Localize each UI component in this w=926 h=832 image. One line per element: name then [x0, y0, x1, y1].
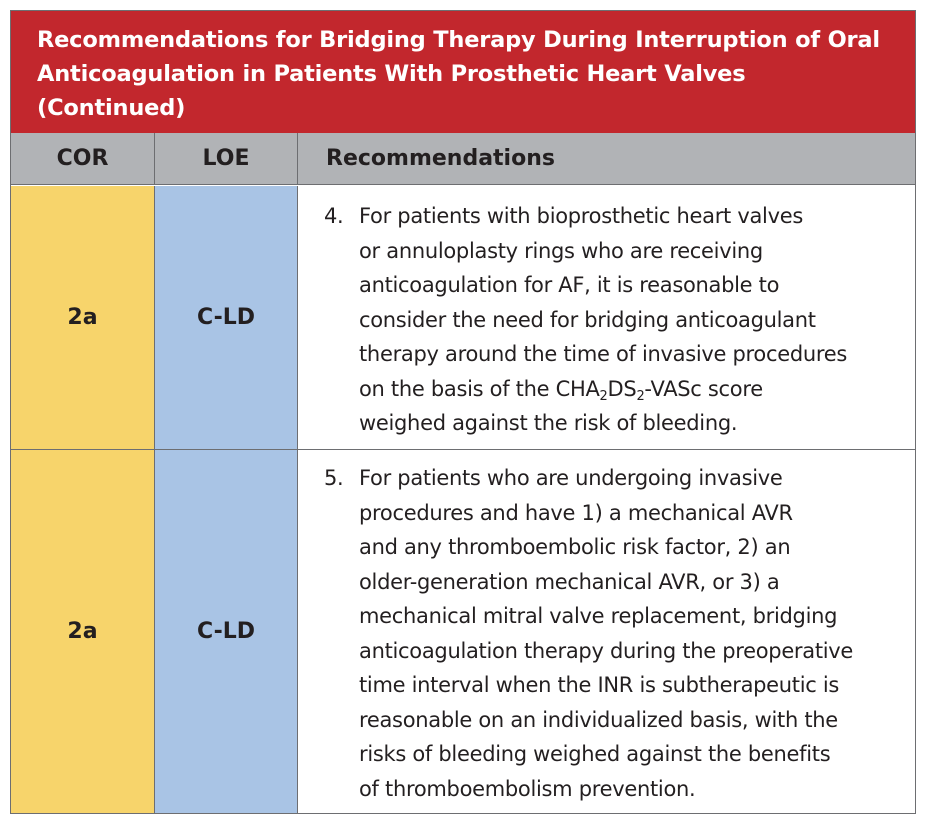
row-1-number: 4.: [324, 204, 344, 228]
row-2-number: 5.: [324, 466, 344, 490]
title-line-3: (Continued): [37, 95, 186, 121]
row-2-line-3: and any thromboembolic risk factor, 2) a…: [359, 535, 791, 559]
table-title: Recommendations for Bridging Therapy Dur…: [11, 11, 915, 133]
row-1-line-6-sub-2: 2: [636, 388, 645, 404]
title-line-2: Anticoagulation in Patients With Prosthe…: [37, 61, 746, 87]
row-1-line-6-c: -VASc score: [644, 376, 763, 401]
column-header-cor: COR: [11, 133, 155, 185]
row-2-line-7: time interval when the INR is subtherape…: [359, 673, 840, 697]
row-2-line-1: For patients who are undergoing invasive: [359, 466, 783, 490]
row-1-loe: C-LD: [155, 186, 298, 449]
row-2-line-6: anticoagulation therapy during the preop…: [359, 638, 854, 663]
row-1-line-4: consider the need for bridging anticoagu…: [359, 307, 816, 332]
title-line-1: Recommendations for Bridging Therapy Dur…: [37, 27, 880, 53]
row-2-line-5: mechanical mitral valve replacement, bri…: [359, 604, 838, 628]
row-1-line-1: For patients with bioprosthetic heart va…: [359, 204, 803, 228]
row-2-cor: 2a: [11, 450, 155, 813]
row-1-line-6-b: DS: [607, 376, 637, 401]
row-1-line-6: on the basis of the CHA2DS2-VASc score: [324, 372, 907, 407]
row-1-line-3: anticoagulation for AF, it is reasonable…: [359, 273, 780, 297]
column-header-loe: LOE: [155, 133, 298, 185]
row-1-cor: 2a: [11, 186, 155, 449]
row-1-line-2: or annuloplasty rings who are receiving: [359, 238, 763, 263]
column-header-recommendations: Recommendations: [298, 133, 915, 185]
row-2-loe: C-LD: [155, 450, 298, 813]
row-2-line-9: risks of bleeding weighed against the be…: [359, 742, 831, 766]
recommendations-table: Recommendations for Bridging Therapy Dur…: [10, 10, 916, 814]
row-1-line-6-a: on the basis of the CHA: [359, 376, 600, 401]
row-divider: [11, 449, 915, 450]
row-1-line-5: therapy around the time of invasive proc…: [359, 342, 848, 366]
row-1-recommendation: 4. For patients with bioprosthetic heart…: [298, 199, 915, 441]
row-2-line-2: procedures and have 1) a mechanical AVR: [359, 500, 793, 525]
row-2-line-4: older-generation mechanical AVR, or 3) a: [359, 569, 780, 594]
row-2-recommendation: 5. For patients who are undergoing invas…: [298, 461, 915, 806]
row-1-line-7: weighed against the risk of bleeding.: [359, 411, 738, 435]
row-1-line-6-sub-1: 2: [599, 388, 608, 404]
row-2-line-8: reasonable on an individualized basis, w…: [359, 707, 838, 732]
row-2-line-10: of thromboembolism prevention.: [359, 776, 696, 801]
